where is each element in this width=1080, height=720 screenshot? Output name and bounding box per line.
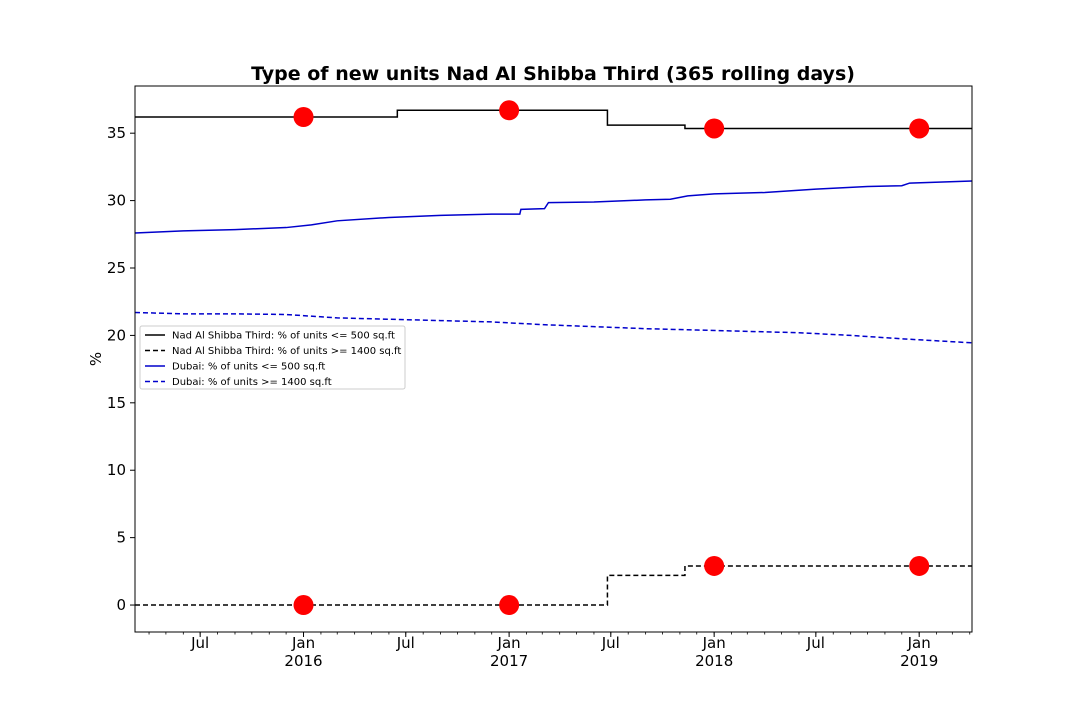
series-line-4: [134, 311, 973, 344]
x-tick-label: Jul: [396, 634, 415, 652]
series-layer: [134, 109, 973, 606]
x-tick-label: Jan: [702, 634, 726, 652]
highlight-marker: [293, 107, 314, 128]
x-tick-label: Jan: [907, 634, 931, 652]
y-tick-label: 0: [116, 596, 126, 614]
x-tick-year-label: 2017: [490, 652, 528, 670]
legend-label: Nad Al Shibba Third: % of units >= 1400 …: [172, 346, 401, 357]
y-tick-label: 30: [107, 192, 126, 210]
y-tick-label: 35: [107, 124, 126, 142]
y-tick-label: 20: [107, 326, 126, 344]
marker-layer: [293, 100, 930, 616]
y-tick-label: 5: [116, 529, 126, 547]
legend-box: [139, 325, 406, 390]
highlight-marker: [499, 595, 520, 616]
x-tick-label: Jan: [497, 634, 521, 652]
legend: Nad Al Shibba Third: % of units <= 500 s…: [139, 325, 406, 390]
plot-frame: [134, 85, 973, 633]
highlight-marker: [909, 118, 930, 139]
legend-label: Dubai: % of units >= 1400 sq.ft: [172, 377, 332, 388]
y-axis: 0 5 10 15 20 25 30 35: [107, 124, 135, 614]
y-axis-label: %: [87, 352, 105, 366]
y-tick-label: 15: [107, 394, 126, 412]
x-tick-label: Jul: [601, 634, 620, 652]
legend-label: Dubai: % of units <= 500 sq.ft: [172, 362, 325, 373]
highlight-marker: [704, 555, 725, 576]
x-tick-label: Jan: [291, 634, 315, 652]
x-tick-year-label: 2019: [900, 652, 938, 670]
x-tick-year-label: 2018: [695, 652, 733, 670]
series-line-3: [134, 180, 973, 234]
legend-label: Nad Al Shibba Third: % of units <= 500 s…: [172, 331, 395, 342]
chart-title: Type of new units Nad Al Shibba Third (3…: [251, 63, 855, 85]
x-tick-year-label: 2016: [284, 652, 322, 670]
x-tick-label: Jul: [190, 634, 209, 652]
highlight-marker: [909, 555, 930, 576]
highlight-marker: [293, 595, 314, 616]
x-tick-label: Jul: [806, 634, 825, 652]
series-line-2: [135, 565, 972, 606]
series-line-1: [135, 109, 972, 130]
y-tick-label: 25: [107, 259, 126, 277]
y-tick-label: 10: [107, 461, 126, 479]
highlight-marker: [704, 118, 725, 139]
highlight-marker: [499, 100, 520, 121]
